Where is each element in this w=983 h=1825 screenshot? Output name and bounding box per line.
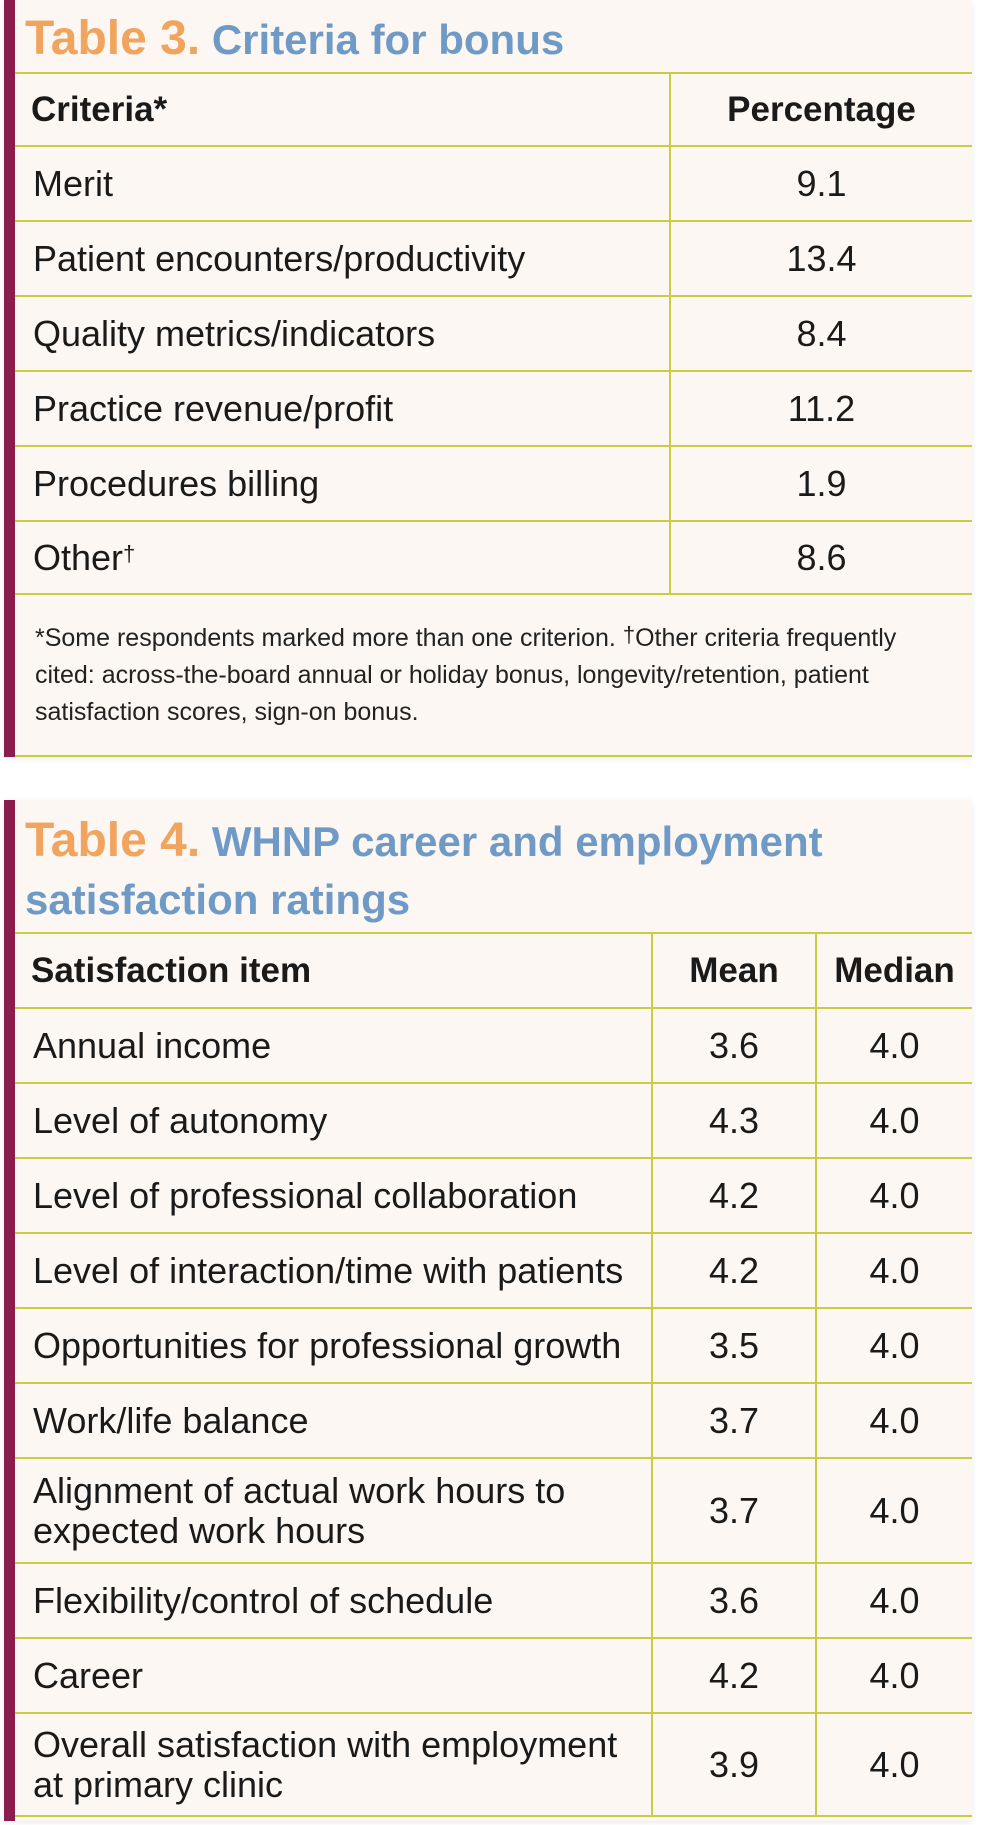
table-row: Flexibility/control of schedule 3.6 4.0 bbox=[15, 1562, 972, 1637]
item-cell: Level of interaction/time with patients bbox=[33, 1249, 624, 1291]
median-cell: 4.0 bbox=[815, 1159, 972, 1232]
footnote-dagger: † bbox=[622, 622, 636, 647]
table-3-label: Table 3. bbox=[25, 12, 201, 65]
mean-cell: 4.2 bbox=[651, 1159, 815, 1232]
criteria-header: Criteria* bbox=[31, 89, 168, 129]
mean-cell: 4.3 bbox=[651, 1084, 815, 1157]
median-cell: 4.0 bbox=[815, 1384, 972, 1457]
mean-cell: 3.5 bbox=[651, 1309, 815, 1382]
median-cell: 4.0 bbox=[815, 1459, 972, 1562]
criteria-cell: Other † bbox=[15, 522, 669, 593]
item-cell: Overall satisfaction with employment at … bbox=[33, 1723, 618, 1805]
median-cell: 4.0 bbox=[815, 1084, 972, 1157]
item-cell: Career bbox=[33, 1654, 144, 1696]
mean-cell: 3.7 bbox=[651, 1459, 815, 1562]
criteria-cell: Practice revenue/profit bbox=[33, 387, 394, 429]
footnote-part-b: Other criteria frequently cited: across-… bbox=[35, 624, 897, 726]
table-row: Practice revenue/profit 11.2 bbox=[15, 370, 972, 445]
percentage-cell: 8.6 bbox=[669, 522, 972, 593]
table-4-title-text: WHNP career and employment satisfaction … bbox=[25, 818, 823, 923]
table-row: Overall satisfaction with employment at … bbox=[15, 1712, 972, 1817]
dagger-mark: † bbox=[123, 540, 136, 566]
median-cell: 4.0 bbox=[815, 1309, 972, 1382]
percentage-cell: 1.9 bbox=[669, 447, 972, 520]
criteria-cell: Patient encounters/productivity bbox=[33, 237, 526, 279]
item-cell: Level of professional collaboration bbox=[33, 1174, 578, 1216]
table-row: Work/life balance 3.7 4.0 bbox=[15, 1382, 972, 1457]
table-row: Patient encounters/productivity 13.4 bbox=[15, 220, 972, 295]
table-row: Opportunities for professional growth 3.… bbox=[15, 1307, 972, 1382]
median-cell: 4.0 bbox=[815, 1234, 972, 1307]
table-row: Level of professional collaboration 4.2 … bbox=[15, 1157, 972, 1232]
table-4: Table 4. WHNP career and employment sati… bbox=[4, 800, 972, 1821]
item-cell: Opportunities for professional growth bbox=[33, 1324, 622, 1366]
table-row: Procedures billing 1.9 bbox=[15, 445, 972, 520]
table-row: Level of interaction/time with patients … bbox=[15, 1232, 972, 1307]
criteria-text: Other bbox=[33, 536, 124, 578]
table-3-title: Table 3. Criteria for bonus bbox=[15, 0, 972, 69]
mean-cell: 3.7 bbox=[651, 1384, 815, 1457]
item-cell: Alignment of actual work hours to expect… bbox=[33, 1469, 566, 1551]
footnote-part-a: *Some respondents marked more than one c… bbox=[35, 624, 623, 652]
table-3-grid: Criteria* Percentage Merit 9.1 Patient e… bbox=[15, 72, 972, 595]
criteria-cell: Quality metrics/indicators bbox=[33, 312, 436, 354]
median-cell: 4.0 bbox=[815, 1714, 972, 1815]
criteria-cell: Merit bbox=[33, 162, 113, 204]
percentage-cell: 11.2 bbox=[669, 372, 972, 445]
mean-cell: 3.6 bbox=[651, 1564, 815, 1637]
percentage-cell: 8.4 bbox=[669, 297, 972, 370]
item-cell: Work/life balance bbox=[33, 1399, 309, 1441]
table-4-header-row: Satisfaction item Mean Median bbox=[15, 932, 972, 1007]
percentage-cell: 13.4 bbox=[669, 222, 972, 295]
table-4-title: Table 4. WHNP career and employment sati… bbox=[15, 800, 972, 929]
table-4-grid: Satisfaction item Mean Median Annual inc… bbox=[15, 932, 972, 1817]
median-cell: 4.0 bbox=[815, 1564, 972, 1637]
median-header: Median bbox=[815, 934, 972, 1007]
table-row: Merit 9.1 bbox=[15, 145, 972, 220]
table-4-label: Table 4. bbox=[25, 814, 201, 867]
mean-cell: 4.2 bbox=[651, 1234, 815, 1307]
table-row: Other † 8.6 bbox=[15, 520, 972, 595]
mean-header: Mean bbox=[651, 934, 815, 1007]
mean-cell: 3.9 bbox=[651, 1714, 815, 1815]
mean-cell: 3.6 bbox=[651, 1009, 815, 1082]
item-header: Satisfaction item bbox=[31, 950, 312, 990]
table-row: Level of autonomy 4.3 4.0 bbox=[15, 1082, 972, 1157]
item-cell: Flexibility/control of schedule bbox=[33, 1579, 494, 1621]
table-row: Alignment of actual work hours to expect… bbox=[15, 1457, 972, 1562]
percentage-header: Percentage bbox=[669, 74, 972, 145]
median-cell: 4.0 bbox=[815, 1639, 972, 1712]
item-cell: Annual income bbox=[33, 1024, 272, 1066]
criteria-cell: Procedures billing bbox=[33, 462, 320, 504]
table-3-header-row: Criteria* Percentage bbox=[15, 72, 972, 145]
percentage-cell: 9.1 bbox=[669, 147, 972, 220]
median-cell: 4.0 bbox=[815, 1009, 972, 1082]
mean-cell: 4.2 bbox=[651, 1639, 815, 1712]
table-row: Quality metrics/indicators 8.4 bbox=[15, 295, 972, 370]
table-3: Table 3. Criteria for bonus Criteria* Pe… bbox=[4, 0, 972, 757]
table-row: Annual income 3.6 4.0 bbox=[15, 1007, 972, 1082]
table-row: Career 4.2 4.0 bbox=[15, 1637, 972, 1712]
table-3-footnote: *Some respondents marked more than one c… bbox=[35, 620, 952, 731]
item-cell: Level of autonomy bbox=[33, 1099, 328, 1141]
table-3-bottom-rule bbox=[15, 755, 972, 757]
table-3-title-text: Criteria for bonus bbox=[211, 16, 565, 63]
